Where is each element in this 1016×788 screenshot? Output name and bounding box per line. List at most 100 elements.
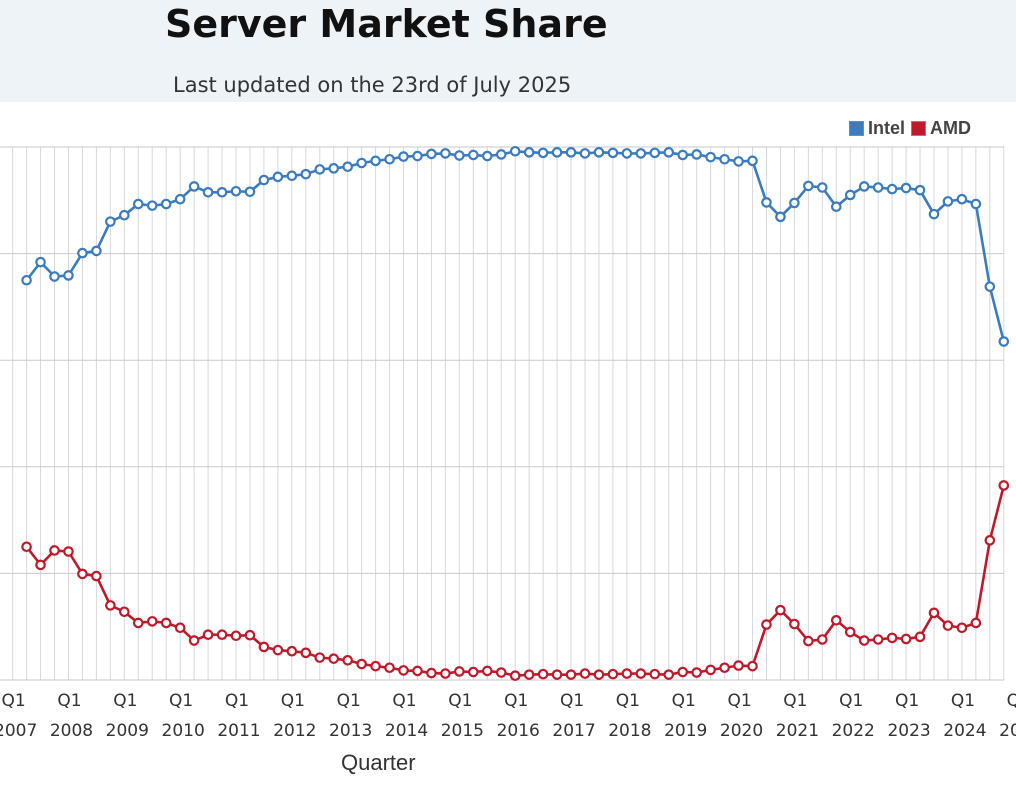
legend-swatch-intel: [848, 120, 864, 136]
data-point-amd: [188, 635, 200, 646]
x-tick-label-year: 2025: [999, 721, 1016, 741]
data-point-amd: [468, 666, 479, 678]
x-tick-label-year: 2020: [720, 721, 763, 741]
data-point-intel: [635, 148, 647, 159]
data-point-amd: [342, 654, 353, 666]
data-point-intel: [607, 147, 619, 159]
data-point-amd: [244, 629, 256, 641]
data-point-intel: [914, 184, 926, 196]
data-point-intel: [872, 182, 884, 193]
data-point-amd: [593, 669, 605, 680]
x-axis-ticks: Q1 2007 Q1 2008 Q1 2009 Q1 2010 Q1 2011 Q1 2012 Q1 20…: [0, 691, 1016, 741]
data-point-intel: [202, 187, 214, 198]
data-point-intel: [747, 155, 758, 167]
x-tick-label-year: 2016: [497, 721, 540, 741]
data-point-intel: [77, 247, 88, 259]
data-point-amd: [300, 647, 312, 659]
data-point-intel: [356, 157, 367, 169]
x-tick-label-quarter: Q1: [951, 691, 975, 711]
data-point-amd: [63, 546, 74, 557]
data-point-amd: [314, 652, 326, 663]
data-point-intel: [370, 155, 381, 167]
legend-item-intel[interactable]: Intel: [848, 117, 905, 139]
data-point-amd: [146, 616, 158, 627]
grid-lines: [0, 146, 1005, 681]
chart-subtitle: Last updated on the 23rd of July 2025: [173, 73, 572, 97]
data-point-intel: [523, 147, 535, 158]
data-point-amd: [160, 617, 172, 629]
data-point-amd: [328, 653, 340, 664]
legend-item-amd[interactable]: AMD: [911, 118, 971, 139]
x-tick-label-year: 2023: [887, 721, 930, 741]
data-point-intel: [900, 182, 912, 194]
data-point-amd: [733, 660, 744, 671]
data-point-amd: [551, 669, 563, 680]
x-tick-label-quarter: Q1: [281, 691, 305, 711]
data-point-intel: [398, 151, 409, 162]
data-point-amd: [384, 662, 395, 674]
data-point-intel: [970, 198, 982, 210]
data-point-amd: [621, 668, 633, 679]
data-point-amd: [174, 622, 186, 634]
data-point-intel: [705, 151, 716, 163]
data-point-intel: [775, 211, 786, 223]
data-point-intel: [593, 147, 605, 158]
data-point-amd: [663, 669, 675, 680]
data-point-amd: [132, 617, 144, 629]
x-tick-label-year: 2013: [329, 721, 372, 741]
legend-label-amd: AMD: [930, 117, 971, 138]
data-point-amd: [91, 570, 102, 582]
data-point-intel: [761, 197, 772, 208]
data-point-amd: [230, 630, 242, 642]
data-point-intel: [132, 198, 144, 210]
x-tick-label-year: 2015: [441, 721, 484, 741]
plot-area: [0, 147, 1016, 680]
data-point-amd: [258, 641, 270, 653]
x-tick-label-quarter: Q1: [560, 691, 584, 711]
data-point-amd: [77, 568, 88, 580]
data-point-amd: [272, 644, 284, 656]
data-point-amd: [956, 622, 968, 634]
data-point-amd: [677, 666, 689, 678]
data-point-intel: [551, 147, 563, 158]
chart-header: Server Market Share Last updated on the …: [0, 0, 1016, 102]
data-point-intel: [63, 270, 74, 281]
data-point-intel: [509, 145, 521, 157]
data-point-intel: [984, 281, 996, 292]
x-tick-label-quarter: Q1: [672, 691, 696, 711]
x-tick-label-quarter: Q1: [839, 691, 863, 711]
data-point-intel: [160, 198, 172, 210]
data-point-amd: [565, 669, 577, 680]
series-amd: [21, 480, 1010, 682]
data-point-intel: [384, 153, 395, 165]
data-point-intel: [621, 148, 633, 159]
legend-swatch-amd: [911, 120, 926, 136]
data-point-intel: [789, 197, 800, 209]
data-point-intel: [174, 193, 186, 205]
data-point-amd: [398, 665, 409, 676]
legend-label-intel: Intel: [867, 117, 905, 138]
chart-title: Server Market Share: [165, 2, 608, 46]
x-tick-label-year: 2010: [162, 721, 205, 741]
data-point-intel: [230, 185, 242, 197]
data-point-intel: [468, 149, 479, 161]
data-point-intel: [426, 148, 437, 160]
data-point-amd: [216, 629, 228, 640]
x-tick-label-quarter: Q1: [1007, 691, 1016, 711]
x-tick-label-quarter: Q1: [2, 691, 26, 711]
data-point-amd: [984, 535, 996, 546]
x-tick-label-quarter: Q1: [783, 691, 807, 711]
data-point-intel: [886, 183, 898, 195]
data-point-amd: [998, 480, 1010, 491]
data-point-amd: [495, 667, 507, 678]
x-axis-title: Quarter: [341, 750, 416, 775]
data-point-intel: [21, 274, 32, 286]
data-point-intel: [49, 271, 60, 282]
x-tick-label-year: 2022: [832, 721, 875, 741]
data-point-intel: [719, 153, 730, 165]
data-point-intel: [412, 150, 423, 162]
data-point-amd: [49, 545, 60, 556]
data-point-intel: [537, 147, 549, 159]
x-tick-label-quarter: Q1: [895, 691, 919, 711]
data-point-amd: [119, 606, 130, 618]
